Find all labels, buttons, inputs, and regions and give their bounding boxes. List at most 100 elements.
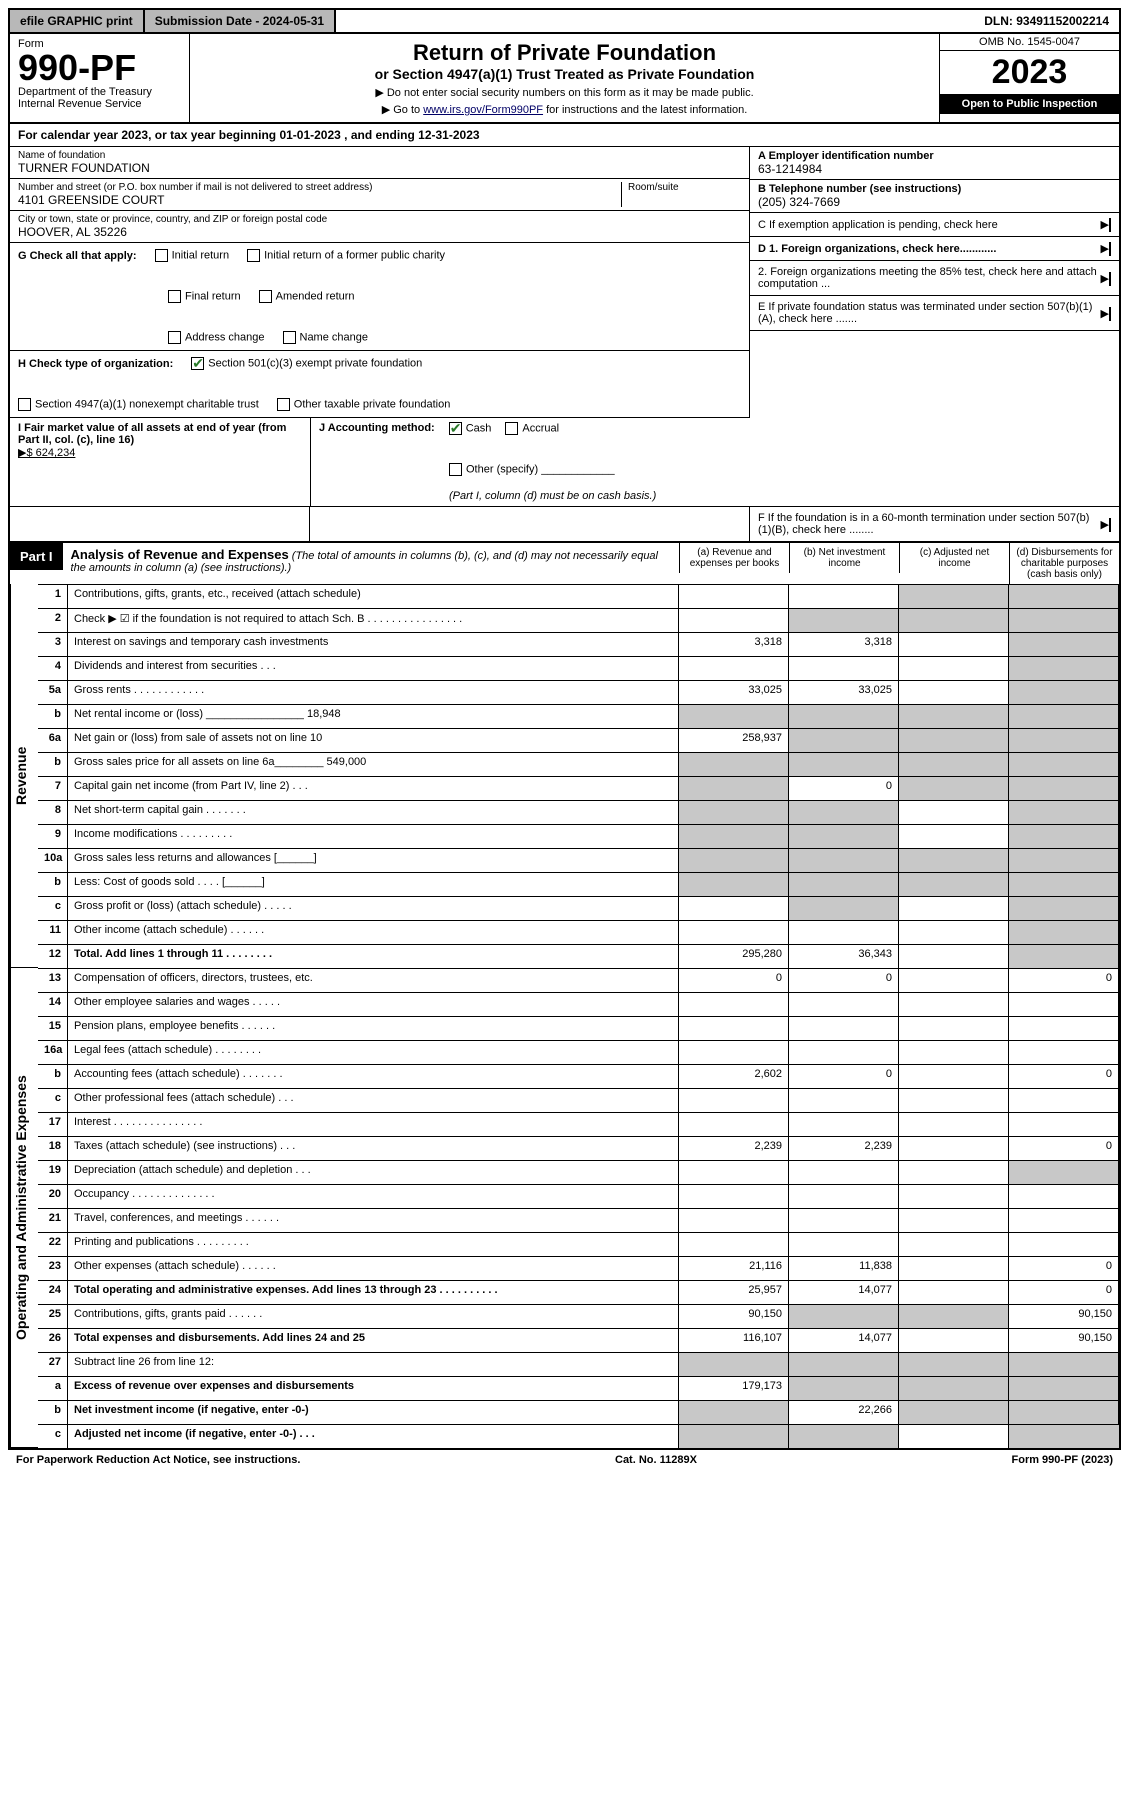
table-cell	[789, 1424, 899, 1448]
initial-former-checkbox[interactable]	[247, 249, 260, 262]
table-cell	[679, 752, 789, 776]
table-cell	[789, 800, 899, 824]
table-cell	[899, 1352, 1009, 1376]
table-cell: 0	[1009, 1256, 1119, 1280]
table-cell: Other professional fees (attach schedule…	[68, 1088, 679, 1112]
table-cell	[789, 1376, 899, 1400]
table-cell	[679, 656, 789, 680]
table-cell	[789, 608, 899, 632]
table-cell: 116,107	[679, 1328, 789, 1352]
amended-return-checkbox[interactable]	[259, 290, 272, 303]
d1-label: D 1. Foreign organizations, check here..…	[758, 243, 996, 255]
table-cell	[679, 1160, 789, 1184]
table-cell: b	[38, 1400, 68, 1424]
cash-checkbox[interactable]	[449, 422, 462, 435]
final-return-checkbox[interactable]	[168, 290, 181, 303]
efile-print-button[interactable]: efile GRAPHIC print	[10, 10, 145, 32]
table-cell: 20	[38, 1184, 68, 1208]
table-cell	[789, 848, 899, 872]
meta-block: Name of foundation TURNER FOUNDATION Num…	[8, 147, 1121, 418]
table-cell	[899, 1208, 1009, 1232]
other-method-checkbox[interactable]	[449, 463, 462, 476]
form-note-2: ▶ Go to www.irs.gov/Form990PF for instru…	[196, 103, 933, 116]
table-cell	[679, 872, 789, 896]
table-cell	[789, 584, 899, 608]
d1-checkbox[interactable]	[1109, 242, 1111, 256]
table-cell	[1009, 1016, 1119, 1040]
table-cell	[1009, 1376, 1119, 1400]
c-checkbox[interactable]	[1109, 218, 1111, 232]
table-cell: 17	[38, 1112, 68, 1136]
phone-label: B Telephone number (see instructions)	[758, 183, 1111, 195]
table-cell: 2,239	[789, 1136, 899, 1160]
d2-label: 2. Foreign organizations meeting the 85%…	[758, 266, 1101, 290]
table-cell	[1009, 1088, 1119, 1112]
open-to-public: Open to Public Inspection	[940, 94, 1119, 114]
table-cell	[679, 992, 789, 1016]
table-cell: 14	[38, 992, 68, 1016]
name-label: Name of foundation	[18, 150, 741, 161]
accrual-checkbox[interactable]	[505, 422, 518, 435]
table-cell	[679, 608, 789, 632]
table-cell	[789, 656, 899, 680]
tax-year: 2023	[940, 51, 1119, 94]
table-cell: 13	[38, 968, 68, 992]
table-cell: Net investment income (if negative, ente…	[68, 1400, 679, 1424]
table-cell: 0	[1009, 1136, 1119, 1160]
table-cell	[1009, 656, 1119, 680]
table-cell	[1009, 632, 1119, 656]
name-change-checkbox[interactable]	[283, 331, 296, 344]
ein-value: 63-1214984	[758, 162, 1111, 176]
table-cell	[1009, 776, 1119, 800]
address-change-checkbox[interactable]	[168, 331, 181, 344]
j-accrual: Accrual	[522, 422, 559, 434]
table-cell	[1009, 896, 1119, 920]
501c3-checkbox[interactable]	[191, 357, 204, 370]
table-cell: 2,602	[679, 1064, 789, 1088]
table-cell	[1009, 1352, 1119, 1376]
table-cell: Income modifications . . . . . . . . .	[68, 824, 679, 848]
table-cell	[1009, 1112, 1119, 1136]
table-cell: Compensation of officers, directors, tru…	[68, 968, 679, 992]
d2-checkbox[interactable]	[1109, 272, 1111, 286]
table-cell	[679, 1112, 789, 1136]
table-cell	[679, 1424, 789, 1448]
table-cell: Total operating and administrative expen…	[68, 1280, 679, 1304]
form990pf-link[interactable]: www.irs.gov/Form990PF	[423, 104, 543, 116]
table-cell	[899, 632, 1009, 656]
table-cell	[1009, 704, 1119, 728]
table-cell: 11	[38, 920, 68, 944]
table-cell: 26	[38, 1328, 68, 1352]
table-cell: Total. Add lines 1 through 11 . . . . . …	[68, 944, 679, 968]
table-cell	[899, 920, 1009, 944]
table-cell	[899, 1376, 1009, 1400]
table-cell	[899, 896, 1009, 920]
e-label: E If private foundation status was termi…	[758, 301, 1101, 325]
table-cell: 1	[38, 584, 68, 608]
table-cell: Contributions, gifts, grants, etc., rece…	[68, 584, 679, 608]
i-value: ▶$ 624,234	[18, 447, 75, 459]
part1-tag: Part I	[10, 543, 63, 570]
table-cell: 12	[38, 944, 68, 968]
other-taxable-checkbox[interactable]	[277, 398, 290, 411]
footer-left: For Paperwork Reduction Act Notice, see …	[16, 1454, 300, 1466]
col-c-head: (c) Adjusted net income	[899, 543, 1009, 573]
footer-mid: Cat. No. 11289X	[615, 1454, 697, 1466]
table-cell	[899, 872, 1009, 896]
table-cell	[789, 992, 899, 1016]
table-cell	[789, 752, 899, 776]
initial-return-checkbox[interactable]	[155, 249, 168, 262]
table-cell: a	[38, 1376, 68, 1400]
table-cell	[899, 1136, 1009, 1160]
table-cell: b	[38, 872, 68, 896]
4947a1-checkbox[interactable]	[18, 398, 31, 411]
table-cell: 0	[1009, 1064, 1119, 1088]
table-cell	[899, 1160, 1009, 1184]
table-cell	[679, 824, 789, 848]
f-checkbox[interactable]	[1109, 518, 1111, 532]
ij-row: I Fair market value of all assets at end…	[8, 418, 1121, 507]
table-cell	[1009, 1424, 1119, 1448]
table-cell: Legal fees (attach schedule) . . . . . .…	[68, 1040, 679, 1064]
table-cell	[679, 1040, 789, 1064]
e-checkbox[interactable]	[1109, 307, 1111, 321]
